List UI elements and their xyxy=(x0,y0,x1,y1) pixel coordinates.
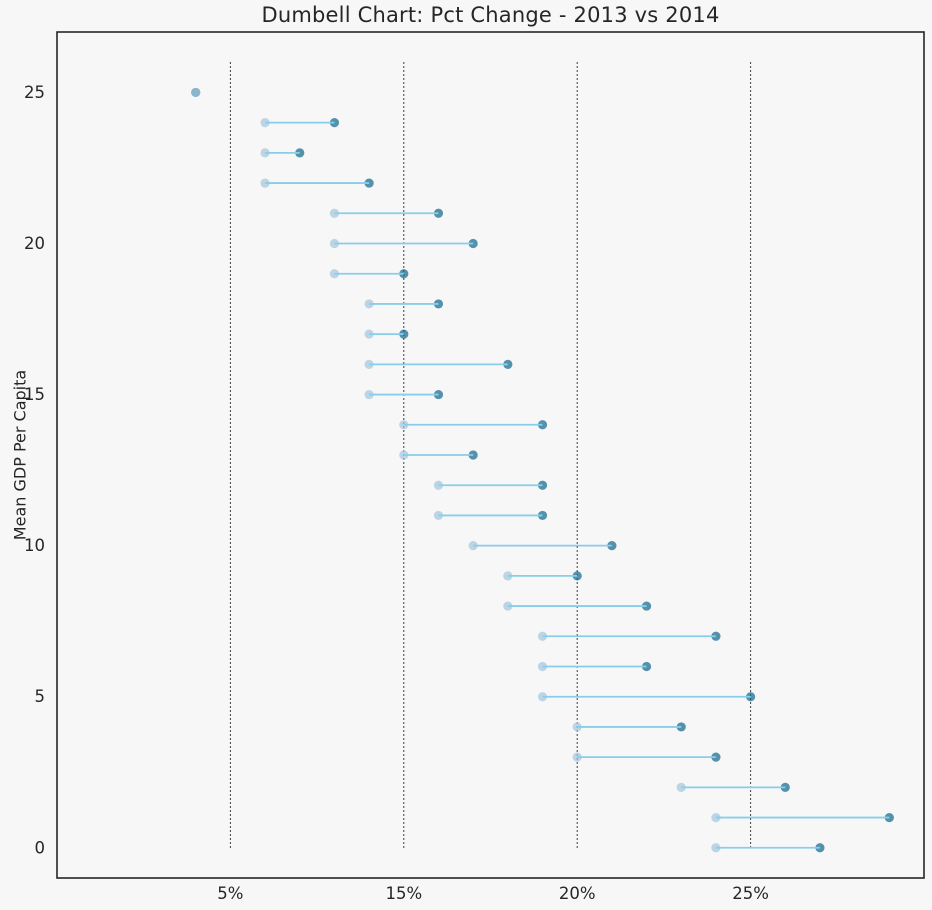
y-tick-label: 15 xyxy=(24,385,45,404)
x-tick-label: 15% xyxy=(385,884,422,903)
x-tick-label: 5% xyxy=(217,884,243,903)
dot-pct-2013 xyxy=(711,631,721,641)
y-tick-label: 25 xyxy=(24,83,45,102)
chart-title: Dumbell Chart: Pct Change - 2013 vs 2014 xyxy=(261,3,720,27)
y-tick-label: 5 xyxy=(35,687,46,706)
dot-pct-2013 xyxy=(884,812,894,823)
axes-background xyxy=(57,32,924,878)
x-tick-label: 25% xyxy=(732,884,769,903)
dot-pct-2013 xyxy=(572,571,582,581)
dot-pct-2013 xyxy=(641,601,652,611)
y-tick-label: 0 xyxy=(35,838,46,857)
y-tick-label: 10 xyxy=(24,536,45,555)
dot-pct-2013 xyxy=(815,843,825,853)
y-tick-label: 20 xyxy=(24,234,45,253)
dot-pct-2013 xyxy=(711,752,721,762)
x-tick-label: 20% xyxy=(559,884,596,903)
dot-pct-2014 xyxy=(191,87,201,98)
plot-frame xyxy=(56,31,925,879)
dot-pct-2013 xyxy=(641,661,652,672)
